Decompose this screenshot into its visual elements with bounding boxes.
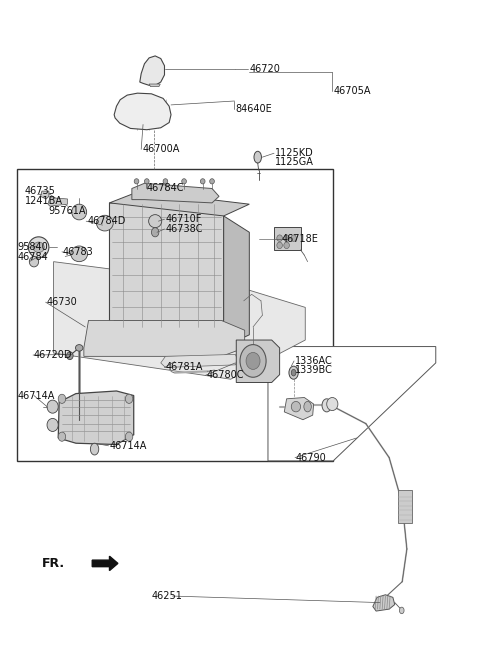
Text: 46780C: 46780C: [206, 370, 244, 380]
Text: 46251: 46251: [151, 591, 182, 601]
Text: 1125KD: 1125KD: [275, 148, 314, 158]
Bar: [274, 227, 300, 250]
Polygon shape: [284, 398, 313, 420]
Ellipse shape: [29, 256, 38, 267]
Ellipse shape: [67, 352, 73, 360]
Text: 1125GA: 1125GA: [275, 157, 314, 167]
Polygon shape: [58, 391, 134, 444]
Polygon shape: [161, 354, 238, 368]
Ellipse shape: [399, 607, 404, 614]
Text: 46720D: 46720D: [34, 350, 72, 360]
Polygon shape: [268, 347, 436, 461]
Text: 1339BC: 1339BC: [295, 365, 333, 375]
Text: 46738C: 46738C: [166, 224, 203, 234]
Text: 46790: 46790: [296, 453, 327, 463]
Polygon shape: [40, 191, 49, 199]
Text: 46781A: 46781A: [166, 362, 203, 372]
Ellipse shape: [182, 179, 186, 184]
Ellipse shape: [72, 204, 87, 220]
Text: 84640E: 84640E: [235, 105, 272, 115]
Text: 46784C: 46784C: [147, 183, 184, 193]
FancyArrow shape: [92, 556, 118, 570]
Ellipse shape: [291, 402, 300, 412]
Ellipse shape: [149, 215, 162, 227]
Ellipse shape: [75, 345, 83, 351]
Text: 46700A: 46700A: [142, 144, 180, 154]
Text: 46783: 46783: [63, 247, 94, 257]
Text: 1241BA: 1241BA: [24, 196, 63, 206]
Ellipse shape: [47, 400, 58, 413]
Ellipse shape: [277, 242, 282, 249]
Ellipse shape: [151, 227, 159, 237]
Text: 46735: 46735: [24, 186, 56, 196]
Ellipse shape: [200, 179, 205, 184]
Ellipse shape: [277, 235, 282, 241]
Text: 1336AC: 1336AC: [295, 356, 333, 366]
Bar: [17, 169, 333, 461]
Text: 95840: 95840: [17, 241, 48, 251]
Ellipse shape: [96, 215, 113, 231]
Text: 46718E: 46718E: [282, 234, 319, 244]
Ellipse shape: [291, 370, 296, 376]
Ellipse shape: [47, 418, 58, 432]
Polygon shape: [109, 191, 249, 216]
Polygon shape: [236, 340, 280, 382]
Polygon shape: [114, 93, 171, 129]
Polygon shape: [54, 261, 305, 380]
Polygon shape: [84, 320, 245, 356]
Ellipse shape: [163, 179, 168, 184]
Ellipse shape: [125, 432, 133, 442]
Text: 46710F: 46710F: [166, 214, 202, 224]
Ellipse shape: [289, 366, 298, 380]
Text: 95761A: 95761A: [48, 205, 85, 215]
Text: 46714A: 46714A: [109, 441, 147, 451]
Ellipse shape: [240, 345, 266, 378]
Ellipse shape: [322, 399, 331, 412]
Ellipse shape: [291, 235, 296, 241]
Ellipse shape: [210, 179, 215, 184]
Ellipse shape: [284, 242, 289, 249]
Ellipse shape: [144, 179, 149, 184]
Ellipse shape: [71, 246, 87, 261]
Ellipse shape: [134, 179, 139, 184]
Text: 46784: 46784: [17, 252, 48, 262]
Polygon shape: [109, 203, 224, 330]
Text: 46784D: 46784D: [87, 216, 125, 226]
Polygon shape: [132, 183, 219, 203]
Ellipse shape: [28, 237, 49, 257]
Ellipse shape: [246, 352, 260, 370]
Polygon shape: [114, 320, 219, 348]
Ellipse shape: [304, 402, 312, 412]
Text: 46714A: 46714A: [17, 391, 55, 401]
Polygon shape: [373, 595, 395, 611]
Ellipse shape: [33, 242, 44, 253]
Ellipse shape: [327, 398, 338, 411]
Text: 46720: 46720: [249, 64, 280, 74]
Ellipse shape: [254, 151, 262, 163]
Polygon shape: [215, 216, 249, 342]
Bar: [398, 490, 411, 523]
Polygon shape: [149, 84, 160, 87]
Ellipse shape: [58, 394, 66, 404]
Text: FR.: FR.: [42, 557, 65, 570]
Ellipse shape: [125, 394, 133, 404]
Ellipse shape: [284, 235, 289, 241]
Text: 46705A: 46705A: [333, 85, 371, 95]
Polygon shape: [140, 56, 165, 85]
Text: 46730: 46730: [47, 297, 77, 307]
Ellipse shape: [90, 444, 99, 455]
Polygon shape: [48, 197, 68, 206]
Ellipse shape: [58, 432, 66, 442]
